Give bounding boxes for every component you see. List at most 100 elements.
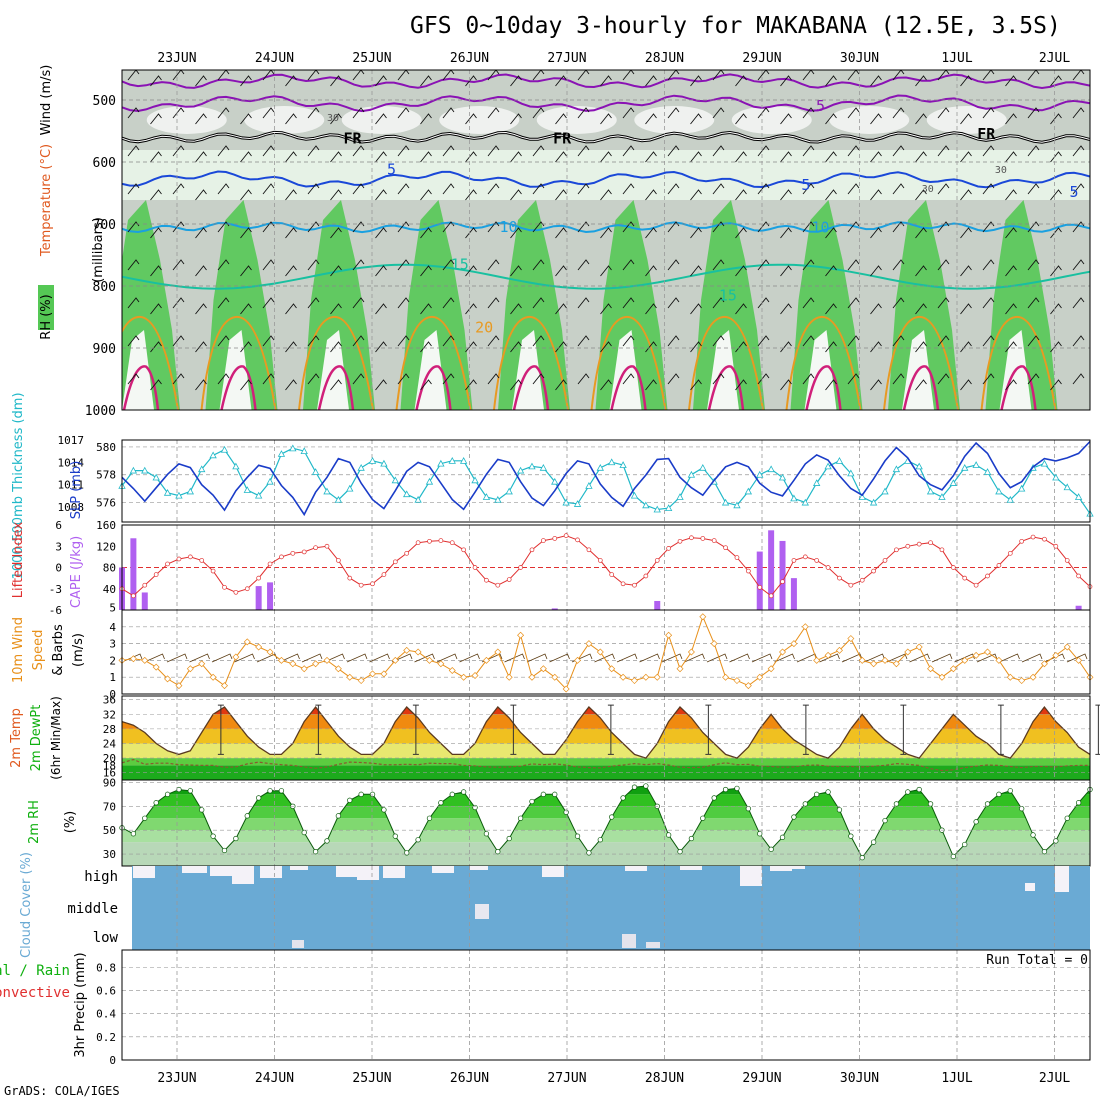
minmax-whisker (510, 704, 517, 755)
wind-barb (892, 221, 905, 233)
wind-barb (892, 373, 905, 385)
wind-barb (937, 145, 950, 157)
wind-barb (195, 75, 207, 87)
wind-barb (127, 183, 140, 195)
rh-point (199, 807, 205, 813)
wind-barb (645, 151, 657, 163)
wind-barb (1027, 107, 1040, 119)
thickness-point (995, 487, 1003, 495)
ylabel-wind10-d: (m/s) (71, 633, 86, 667)
wind-barb (150, 379, 162, 391)
date-tick-label: 23JUN (157, 51, 196, 66)
thickness-point (141, 466, 149, 474)
wind-barb (195, 151, 207, 163)
thickness-point (300, 447, 308, 455)
rh-point (563, 809, 569, 815)
ylabel-wind10-c: & Barbs (51, 624, 66, 676)
wind-barb (465, 265, 477, 277)
thickness-point (847, 469, 855, 477)
cloud-high-gap (625, 866, 647, 871)
rh-point (757, 831, 763, 837)
isotherm-25 (805, 365, 842, 410)
wind-barb (487, 335, 500, 347)
wind-barb (352, 221, 365, 233)
lifted-index-point (746, 568, 751, 574)
wind-speed-point (858, 656, 866, 664)
rh-dry-patch (146, 106, 227, 134)
wind-barb (937, 297, 950, 309)
rh-dry-patch (439, 106, 520, 134)
rh-point (1064, 815, 1070, 821)
wind-barb (442, 221, 455, 233)
wind-barb (757, 70, 770, 81)
lifted-index-point (791, 558, 797, 563)
wind-barb (847, 70, 860, 81)
wind-barb (690, 113, 702, 125)
wind-barb (915, 189, 927, 201)
wind-speed-point (437, 660, 445, 668)
thickness-point (334, 495, 343, 503)
wind-barb (352, 259, 365, 271)
wind-barb (397, 183, 410, 195)
wind-barb (375, 189, 387, 201)
surface-wind-barb (931, 653, 953, 663)
wind-barb (555, 151, 567, 163)
wind-barb (645, 341, 657, 353)
wind-barb (802, 335, 815, 347)
wind-barb (825, 189, 837, 201)
wind-barb (1027, 183, 1040, 195)
thickness-point (915, 462, 923, 470)
wind-barb (240, 151, 252, 163)
wind-barb (645, 227, 657, 239)
lifted-index-point (1076, 573, 1081, 579)
wind-barb (622, 145, 635, 157)
date-tick-label: 25JUN (352, 1071, 391, 1086)
wind-barb (1027, 259, 1040, 271)
thickness-point (790, 494, 798, 502)
wind-speed-point (1075, 656, 1083, 664)
wind-barb (892, 259, 905, 271)
wind-barb (1072, 145, 1085, 157)
wind-barb (600, 379, 612, 391)
lifted-index-point (1007, 550, 1013, 556)
rh-moist-plume (205, 200, 278, 410)
wind-barb (465, 227, 477, 239)
lifted-index-point (666, 546, 671, 551)
lifted-index-point (711, 538, 717, 543)
cloud-high-gap (542, 866, 564, 877)
cloud-high-gap (232, 866, 254, 884)
cape-bar (779, 540, 786, 610)
wind-speed-point (676, 665, 684, 673)
wind-tick-label: 2 (109, 654, 116, 667)
surface-wind-barb (594, 653, 615, 663)
surface-wind-barb (616, 653, 638, 663)
wind-barb (892, 70, 905, 81)
thickness-point (642, 501, 650, 509)
temp-band (122, 758, 1090, 766)
surface-wind-barb (819, 653, 840, 663)
date-tick-label: 25JUN (352, 51, 391, 66)
wind-barb (645, 75, 657, 87)
wind-barb (712, 297, 725, 309)
surface-wind-barb (414, 653, 435, 663)
wind-barb (217, 373, 230, 385)
wind-barb (667, 259, 680, 271)
panel-background (122, 950, 1090, 1060)
rh-point (142, 815, 148, 821)
lifted-index-point (950, 565, 956, 570)
lifted-index-point (1019, 538, 1025, 544)
wind-barb (960, 379, 972, 391)
lifted-index-point (506, 577, 512, 582)
wind-barb (442, 297, 455, 309)
rh-point (381, 807, 387, 813)
thickness-point (835, 457, 844, 464)
wind-barb (780, 189, 792, 201)
lifted-index-point (233, 589, 239, 595)
wind-barb (1027, 297, 1040, 309)
wind-speed-point (357, 677, 365, 685)
wind-barb (487, 107, 500, 119)
lifted-index-point (358, 582, 364, 588)
wind-speed-point (312, 660, 320, 668)
wind-barb (870, 189, 882, 201)
thickness-point (232, 462, 240, 470)
